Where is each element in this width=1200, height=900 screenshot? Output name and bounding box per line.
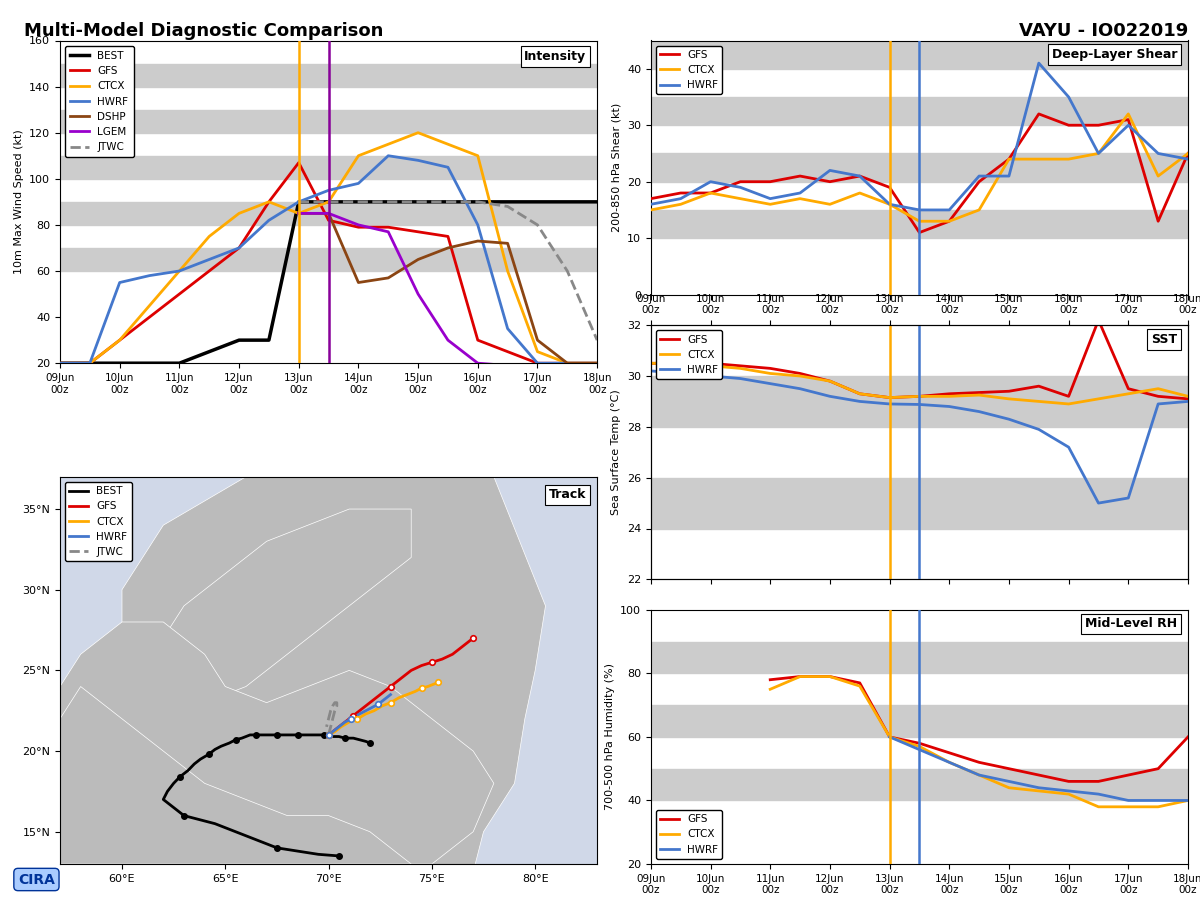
- Bar: [60, 110, 598, 132]
- Polygon shape: [163, 509, 412, 703]
- Bar: [60, 156, 598, 179]
- Bar: [650, 376, 1188, 427]
- Bar: [650, 478, 1188, 528]
- Polygon shape: [60, 687, 412, 864]
- Text: Deep-Layer Shear: Deep-Layer Shear: [1051, 48, 1177, 61]
- Legend: GFS, CTCX, HWRF: GFS, CTCX, HWRF: [656, 46, 722, 94]
- Text: CIRA: CIRA: [18, 872, 55, 886]
- Legend: BEST, GFS, CTCX, HWRF, DSHP, LGEM, JTWC: BEST, GFS, CTCX, HWRF, DSHP, LGEM, JTWC: [65, 46, 133, 158]
- Text: Intensity: Intensity: [524, 50, 587, 63]
- Y-axis label: Sea Surface Temp (°C): Sea Surface Temp (°C): [611, 390, 622, 515]
- Bar: [650, 705, 1188, 737]
- Legend: GFS, CTCX, HWRF: GFS, CTCX, HWRF: [656, 330, 722, 379]
- Y-axis label: 200-850 hPa Shear (kt): 200-850 hPa Shear (kt): [612, 103, 622, 232]
- Bar: [650, 154, 1188, 182]
- Legend: BEST, GFS, CTCX, HWRF, JTWC: BEST, GFS, CTCX, HWRF, JTWC: [65, 482, 132, 561]
- Legend: GFS, CTCX, HWRF: GFS, CTCX, HWRF: [656, 810, 722, 859]
- Y-axis label: 10m Max Wind Speed (kt): 10m Max Wind Speed (kt): [13, 130, 24, 274]
- Bar: [650, 642, 1188, 673]
- Bar: [650, 210, 1188, 239]
- Bar: [60, 202, 598, 225]
- Bar: [650, 769, 1188, 800]
- Bar: [650, 97, 1188, 125]
- Text: Multi-Model Diagnostic Comparison: Multi-Model Diagnostic Comparison: [24, 22, 383, 40]
- Text: SST: SST: [1151, 333, 1177, 346]
- Text: VAYU - IO022019: VAYU - IO022019: [1019, 22, 1188, 40]
- Polygon shape: [60, 622, 494, 864]
- Y-axis label: 700-500 hPa Humidity (%): 700-500 hPa Humidity (%): [605, 663, 614, 810]
- Bar: [60, 64, 598, 86]
- Polygon shape: [122, 477, 546, 900]
- Bar: [650, 40, 1188, 68]
- Text: Track: Track: [548, 489, 587, 501]
- Bar: [60, 248, 598, 271]
- Text: Mid-Level RH: Mid-Level RH: [1085, 617, 1177, 631]
